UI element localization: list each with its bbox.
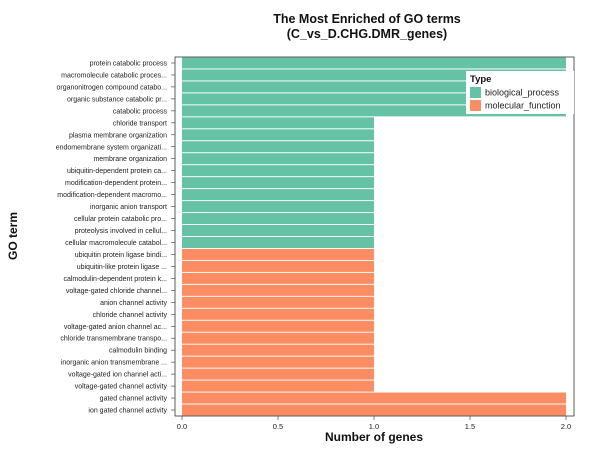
bar-ubiquitin-protein-ligase-bindi xyxy=(182,248,374,260)
legend-label-molecular-function: molecular_function xyxy=(485,101,561,111)
bar-modification-dependent-protein xyxy=(182,177,374,189)
y-tick-label: ubiquitin-like protein ligase ... xyxy=(77,264,167,271)
y-tick-label: voltage-gated chloride channel... xyxy=(66,288,167,295)
bar-macromolecule-catabolic-proces xyxy=(182,69,566,81)
x-tick-label: 1.5 xyxy=(465,422,475,431)
bar-organonitrogen-compound-catabo xyxy=(182,81,566,93)
y-tick-label: ubiquitin-dependent protein ca... xyxy=(67,168,167,175)
y-tick-label: anion channel activity xyxy=(100,300,167,307)
bar-organic-substance-catabolic-pr xyxy=(182,93,566,105)
y-tick-label: calmodulin binding xyxy=(109,348,167,355)
y-tick-label: calmodulin-dependent protein k... xyxy=(63,276,167,283)
bar-ubiquitin-like-protein-ligase xyxy=(182,260,374,272)
y-tick-label: ubiquitin protein ligase bindi... xyxy=(75,252,167,259)
bar-anion-channel-activity xyxy=(182,296,374,308)
bar-voltage-gated-channel-activity xyxy=(182,380,374,392)
bar-ion-gated-channel-activity xyxy=(182,404,566,416)
bar-voltage-gated-ion-channel-acti xyxy=(182,368,374,380)
bar-protein-catabolic-process xyxy=(182,57,566,69)
y-tick-label: macromolecule catabolic proces... xyxy=(61,72,167,79)
y-tick-label: organic substance catabolic pr... xyxy=(67,96,167,103)
y-tick-label: proteolysis involved in cellul... xyxy=(75,228,167,235)
legend: Type biological_process molecular_function xyxy=(466,71,574,114)
bar-chloride-transmembrane-transpo xyxy=(182,332,374,344)
y-tick-label: ion gated channel activity xyxy=(88,408,167,415)
bar-calmodulin-dependent-protein-k xyxy=(182,272,374,284)
bar-catabolic-process xyxy=(182,105,566,117)
y-tick-label: membrane organization xyxy=(93,156,167,163)
y-axis-label: GO term xyxy=(6,212,20,260)
y-tick-label: modification-dependent macromo... xyxy=(57,192,167,199)
y-tick-label: voltage-gated ion channel acti... xyxy=(68,372,167,379)
bar-ubiquitin-dependent-protein-ca xyxy=(182,165,374,177)
plot-panel xyxy=(174,56,575,417)
y-tick-label: protein catabolic process xyxy=(90,60,168,67)
x-axis-label: Number of genes xyxy=(325,430,423,444)
y-tick-label: inorganic anion transmembrane ... xyxy=(61,360,167,367)
x-tick-labels: 0.0 0.5 1.0 1.5 2.0 xyxy=(177,416,571,431)
x-tick-label: 0.0 xyxy=(177,422,187,431)
x-tick-label: 1.0 xyxy=(369,422,379,431)
legend-background xyxy=(466,71,574,114)
y-tick-label: organonitrogen compound catabo... xyxy=(56,84,167,91)
bar-chloride-transport xyxy=(182,117,374,129)
y-tick-label: chloride transmembrane transpo... xyxy=(60,336,167,343)
bar-endomembrane-system-organizati xyxy=(182,141,374,153)
y-tick-label: voltage-gated anion channel ac... xyxy=(64,324,167,331)
bar-cellular-protein-catabolic-pro xyxy=(182,213,374,225)
y-tick-label: chloride transport xyxy=(113,120,167,127)
legend-title: Type xyxy=(470,74,491,85)
legend-swatch-biological-process xyxy=(470,87,481,98)
bar-membrane-organization xyxy=(182,153,374,165)
y-tick-label: cellular macromolecule catabol... xyxy=(65,240,167,247)
chart-title: The Most Enriched of GO terms xyxy=(273,12,461,26)
y-tick-label: plasma membrane organization xyxy=(69,132,167,139)
chart-subtitle: (C_vs_D.CHG.DMR_genes) xyxy=(287,27,447,41)
bar-gated-channel-activity xyxy=(182,392,566,404)
bar-voltage-gated-chloride-channel xyxy=(182,284,374,296)
y-tick-label: gated channel activity xyxy=(100,396,168,403)
y-tick-label: modification-dependent protein... xyxy=(65,180,167,187)
bar-chloride-channel-activity xyxy=(182,308,374,320)
bar-inorganic-anion-transmembrane xyxy=(182,356,374,368)
y-tick-label: voltage-gated channel activity xyxy=(75,384,168,391)
legend-swatch-molecular-function xyxy=(470,100,481,111)
bar-calmodulin-binding xyxy=(182,344,374,356)
bar-cellular-macromolecule-catabol xyxy=(182,236,374,248)
y-tick-label: cellular protein catabolic pro... xyxy=(74,216,167,223)
x-tick-label: 2.0 xyxy=(561,422,571,431)
x-tick-label: 0.5 xyxy=(273,422,283,431)
bar-inorganic-anion-transport xyxy=(182,201,374,213)
y-tick-label: endomembrane system organizati... xyxy=(56,144,167,151)
bars-group xyxy=(182,57,566,416)
y-tick-labels: protein catabolic process macromolecule c… xyxy=(56,60,175,415)
legend-label-biological-process: biological_process xyxy=(485,88,560,98)
y-tick-label: chloride channel activity xyxy=(93,312,168,319)
bar-proteolysis-involved-in-cellul xyxy=(182,225,374,237)
bar-voltage-gated-anion-channel-ac xyxy=(182,320,374,332)
bar-plasma-membrane-organization xyxy=(182,129,374,141)
bar-modification-dependent-macromo xyxy=(182,189,374,201)
y-tick-label: inorganic anion transport xyxy=(90,204,167,211)
y-tick-label: catabolic process xyxy=(113,108,168,115)
